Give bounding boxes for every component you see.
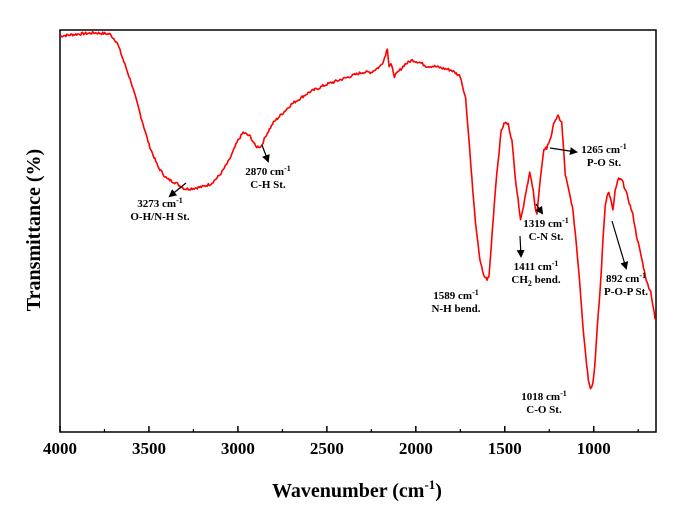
annotation-wavenumber: 1265 cm-1 — [581, 142, 626, 156]
annotation-cn: 1319 cm-1C-N St. — [523, 203, 569, 243]
series-line — [59, 30, 656, 390]
annotation-assignment: P-O St. — [587, 157, 621, 169]
annotation-wavenumber: 1319 cm-1 — [523, 216, 568, 230]
y-axis-title: Transmittance (%) — [23, 149, 45, 311]
annotation-wavenumber: 892 cm-1 — [606, 271, 646, 285]
annotation-arrow — [611, 220, 629, 270]
plot-frame — [59, 29, 657, 433]
annotation-arrow — [168, 182, 187, 198]
annotation-wavenumber: 3273 cm-1 — [137, 196, 182, 210]
annotation-co: 1018 cm-1C-O St. — [521, 389, 566, 416]
annotation-po: 1265 cm-1P-O St. — [549, 142, 627, 169]
annotation-assignment: C-N St. — [529, 231, 564, 243]
annotations: 3273 cm-1O-H/N-H St. 2870 cm-1C-H St. 1265… — [130, 142, 648, 416]
annotation-arrow — [535, 203, 544, 215]
x-ticks: 4000 3500 3000 2500 2000 1500 1000 — [43, 426, 639, 458]
x-tick-label: 2000 — [399, 439, 433, 458]
x-axis-title: Wavenumber (cm-1) — [272, 477, 442, 502]
annotation-oh: 3273 cm-1O-H/N-H St. — [130, 182, 190, 223]
annotation-arrow — [549, 147, 578, 156]
annotation-assignment: C-H St. — [250, 179, 286, 191]
annotation-wavenumber: 2870 cm-1 — [245, 164, 290, 178]
annotation-wavenumber: 1589 cm-1 — [433, 288, 478, 302]
annotation-assignment: C-O St. — [526, 404, 562, 416]
plot-border — [59, 29, 657, 433]
x-tick-label: 1000 — [577, 439, 611, 458]
annotation-ch: 2870 cm-1C-H St. — [245, 144, 291, 191]
annotation-assignment: N-H bend. — [432, 303, 481, 315]
annotation-assignment: P-O-P St. — [604, 286, 648, 298]
annotation-pop: 892 cm-1P-O-P St. — [604, 220, 648, 298]
annotation-assignment: O-H/N-H St. — [130, 211, 190, 223]
x-tick-label: 4000 — [43, 439, 77, 458]
x-tick-label: 3500 — [132, 439, 166, 458]
annotation-wavenumber: 1018 cm-1 — [521, 389, 566, 403]
annotation-assignment: CH2 bend. — [511, 274, 560, 288]
annotation-nh: 1589 cm-1N-H bend. — [432, 288, 481, 315]
annotation-arrow — [516, 235, 525, 258]
x-tick-label: 1500 — [488, 439, 522, 458]
x-tick-label: 3000 — [221, 439, 255, 458]
annotation-arrow — [261, 144, 270, 163]
x-tick-label: 2500 — [310, 439, 344, 458]
series-layer — [59, 30, 656, 390]
annotation-wavenumber: 1411 cm-1 — [514, 259, 559, 273]
